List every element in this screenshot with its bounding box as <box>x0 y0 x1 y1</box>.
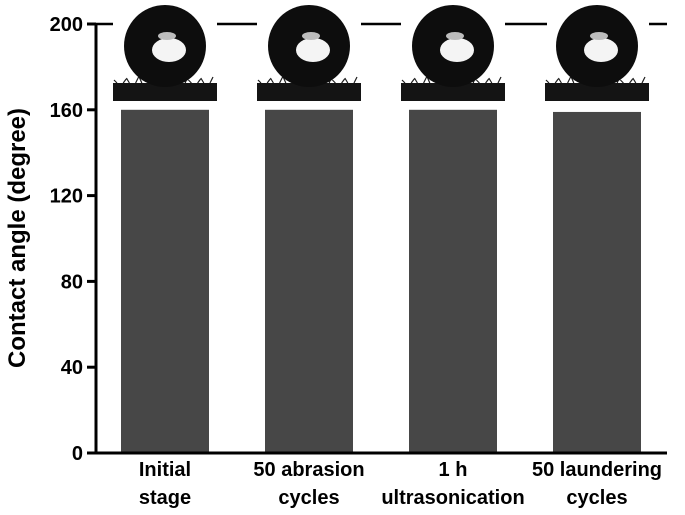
y-tick-label: 80 <box>61 271 83 293</box>
droplet-inset-4 <box>545 4 649 101</box>
bar-1 <box>121 109 209 454</box>
y-axis-title: Contact angle (degree) <box>4 108 31 368</box>
droplet-reflection <box>158 32 176 40</box>
droplet-reflection <box>302 32 320 40</box>
fabric-substrate <box>545 83 649 101</box>
fabric-substrate <box>401 83 505 101</box>
x-category-label: ultrasonication <box>381 487 524 509</box>
droplet-highlight <box>152 38 186 62</box>
x-category-label: Initial <box>139 459 191 481</box>
x-category-label: cycles <box>278 487 339 509</box>
droplet-reflection <box>590 32 608 40</box>
droplet-inset-2 <box>257 4 361 101</box>
bars-layer <box>121 109 641 454</box>
droplet-inset-3 <box>401 4 505 101</box>
droplet-highlight <box>296 38 330 62</box>
bar-4 <box>553 111 641 453</box>
x-category-label: 50 laundering <box>532 459 662 481</box>
bar-3 <box>409 109 497 454</box>
y-tick-label: 200 <box>50 14 83 36</box>
droplet-insets <box>113 4 649 101</box>
labels-layer: 0 40 80 120 160 200 Initial stage 50 abrasion cyc… <box>50 14 662 509</box>
x-category-label: cycles <box>566 487 627 509</box>
y-tick-label: 160 <box>50 100 83 122</box>
x-category-label: stage <box>139 487 191 509</box>
droplet-highlight <box>440 38 474 62</box>
axes-layer <box>87 22 667 455</box>
x-category-label: 1 h <box>439 459 468 481</box>
droplet-highlight <box>584 38 618 62</box>
droplet-reflection <box>446 32 464 40</box>
bar-2 <box>265 109 353 454</box>
fabric-substrate <box>257 83 361 101</box>
fabric-substrate <box>113 83 217 101</box>
droplet-inset-1 <box>113 4 217 101</box>
y-tick-label: 0 <box>72 443 83 465</box>
y-tick-label: 40 <box>61 357 83 379</box>
x-category-label: 50 abrasion <box>253 459 364 481</box>
y-tick-label: 120 <box>50 186 83 208</box>
